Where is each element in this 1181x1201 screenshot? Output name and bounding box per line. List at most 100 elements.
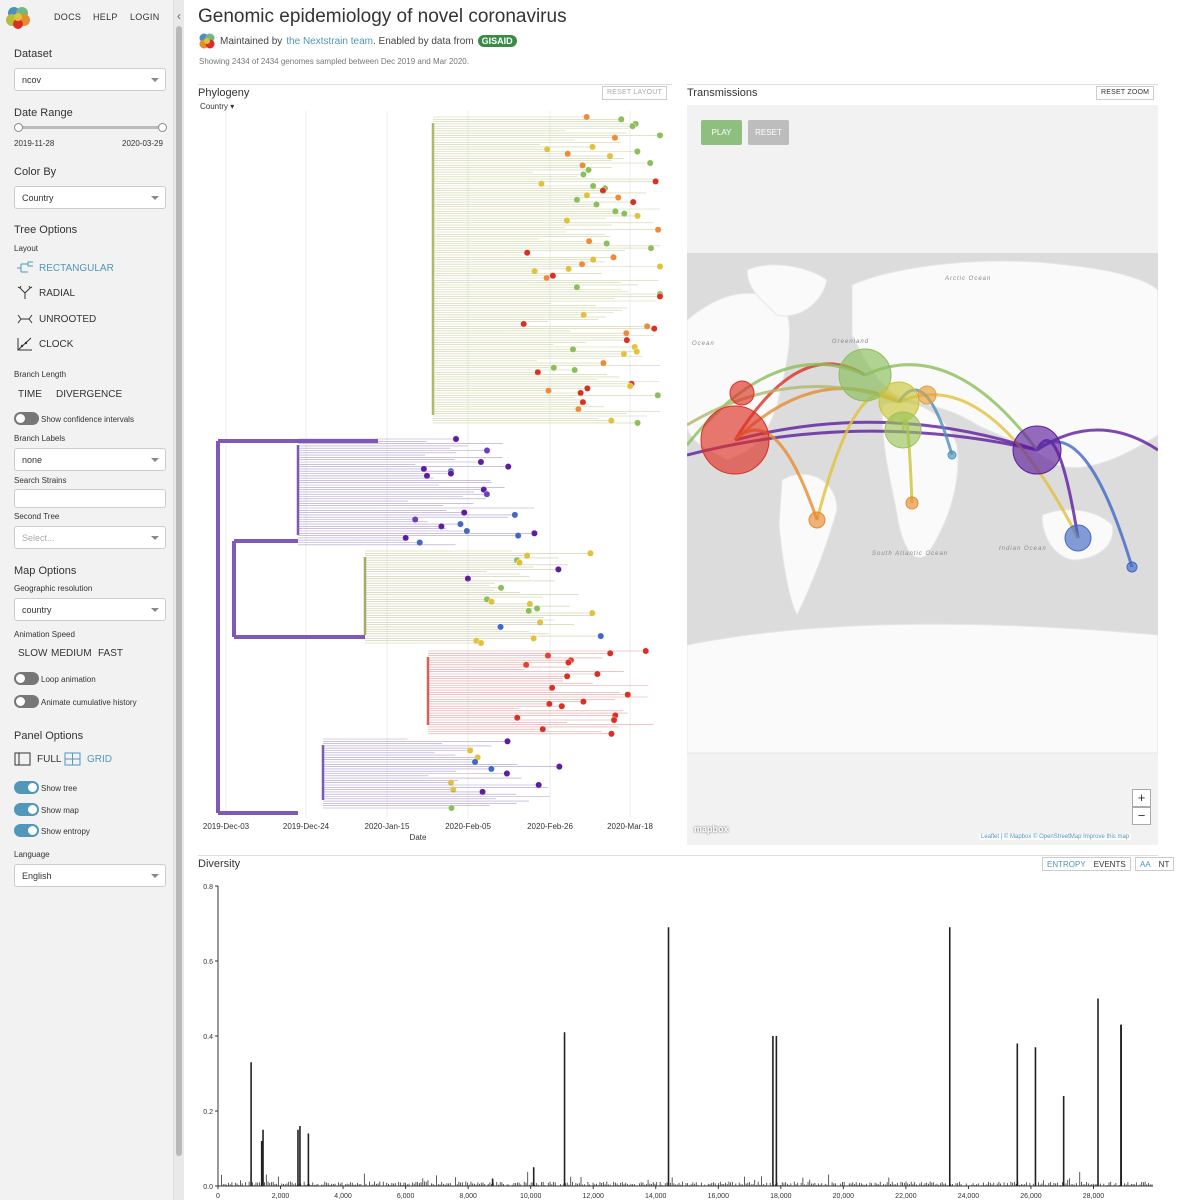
tree-tip[interactable] [543, 145, 551, 153]
location-circle[interactable] [729, 380, 755, 406]
tree-tip[interactable] [569, 345, 577, 353]
zoom-out-button[interactable]: − [1132, 807, 1151, 825]
tree-tip[interactable] [589, 256, 597, 264]
location-circle[interactable] [808, 511, 826, 529]
language-select[interactable]: English [14, 864, 166, 887]
location-circle[interactable] [1012, 425, 1062, 475]
panel-full[interactable]: FULL [14, 752, 61, 766]
tree-tip[interactable] [623, 336, 631, 344]
tree-tip[interactable] [585, 166, 592, 174]
reset-zoom-button[interactable]: RESET ZOOM [1096, 86, 1155, 100]
tree-tip[interactable] [558, 702, 566, 710]
nav-help[interactable]: HELP [93, 12, 118, 22]
tree-tip[interactable] [634, 419, 641, 427]
tree-tip[interactable] [629, 198, 637, 206]
tree-tip[interactable] [629, 122, 636, 130]
loop-toggle[interactable] [14, 672, 39, 685]
tree-tip[interactable] [656, 263, 664, 270]
tree-tip[interactable] [624, 691, 632, 699]
show-tree-toggle[interactable] [14, 781, 39, 794]
location-circle[interactable] [1126, 561, 1138, 573]
tree-tip[interactable] [464, 575, 472, 582]
tree-tip[interactable] [504, 463, 512, 470]
tree-tip[interactable] [573, 283, 581, 291]
tree-tip[interactable] [402, 534, 410, 542]
tree-tip[interactable] [452, 435, 460, 443]
tree-tip[interactable] [483, 447, 491, 454]
tree-tip[interactable] [549, 272, 557, 280]
tree-tip[interactable] [612, 207, 619, 215]
tree-tip[interactable] [548, 684, 556, 692]
tree-tip[interactable] [571, 366, 579, 374]
mapbox-logo[interactable]: mapbox [694, 824, 729, 834]
tree-tip[interactable] [479, 788, 486, 796]
layout-unrooted[interactable]: UNROOTED [16, 312, 96, 326]
tree-tip[interactable] [620, 210, 628, 218]
tree-tip[interactable] [583, 191, 591, 199]
tree-tip[interactable] [656, 132, 664, 139]
tree-tip[interactable] [614, 194, 622, 201]
tree-tip[interactable] [607, 417, 615, 424]
location-circle[interactable] [838, 348, 892, 402]
show-map-toggle[interactable] [14, 803, 39, 816]
search-strains-input[interactable] [14, 489, 166, 508]
tree-tip[interactable] [545, 700, 553, 708]
tree-tip[interactable] [533, 605, 541, 612]
tree-tip[interactable] [563, 672, 571, 680]
location-circle[interactable] [1064, 524, 1092, 552]
tree-tip[interactable] [608, 730, 615, 738]
tree-tip[interactable] [617, 115, 625, 123]
speed-slow[interactable]: SLOW [18, 648, 48, 659]
speed-fast[interactable]: FAST [98, 648, 124, 659]
tree-tip[interactable] [514, 532, 522, 539]
tree-tip[interactable] [539, 725, 547, 733]
tree-tip[interactable] [511, 511, 519, 519]
layout-rectangular[interactable]: RECTANGULAR [16, 261, 114, 275]
tree-tip[interactable] [530, 635, 538, 642]
tree-tip[interactable] [579, 398, 587, 406]
location-circle[interactable] [884, 411, 922, 449]
tree-tip[interactable] [513, 714, 521, 722]
second-tree-select[interactable]: Select... [14, 526, 166, 549]
nav-login[interactable]: LOGIN [130, 12, 160, 22]
play-button[interactable]: PLAY [701, 120, 742, 145]
tree-tip[interactable] [589, 182, 597, 190]
tree-tip[interactable] [516, 559, 523, 566]
tree-tip[interactable] [656, 292, 664, 300]
tree-tip[interactable] [463, 527, 471, 535]
branch-length-time[interactable]: TIME [18, 389, 42, 400]
reset-layout-button[interactable]: RESET LAYOUT [602, 86, 668, 100]
tree-tip[interactable] [531, 267, 538, 275]
nt-button[interactable]: NT [1158, 860, 1170, 869]
tree-tip[interactable] [585, 237, 593, 245]
tree-tip[interactable] [603, 240, 611, 247]
tree-tip[interactable] [460, 509, 468, 516]
tree-tip[interactable] [578, 260, 586, 268]
tree-tip[interactable] [620, 350, 628, 358]
tree-tip[interactable] [555, 763, 563, 770]
tree-tip[interactable] [652, 178, 659, 185]
tree-tip[interactable] [448, 804, 455, 812]
date-range-end-handle[interactable] [158, 123, 167, 132]
branch-length-divergence[interactable]: DIVERGENCE [56, 389, 123, 400]
tree-tip[interactable] [544, 652, 552, 659]
nextstrain-logo[interactable] [5, 4, 31, 30]
location-circle[interactable] [700, 405, 770, 475]
location-circle[interactable] [947, 450, 957, 460]
tree-tip[interactable] [563, 217, 571, 224]
branch-labels-select[interactable]: none [14, 448, 166, 471]
tree-tip[interactable] [565, 659, 572, 666]
entropy-button[interactable]: ENTROPY [1047, 860, 1086, 869]
maintainers-link[interactable]: the Nextstrain team [286, 35, 373, 47]
tree-tip[interactable] [650, 325, 658, 333]
tree-tip[interactable] [647, 244, 655, 252]
tree-tip[interactable] [457, 520, 464, 528]
tree-tip[interactable] [525, 607, 533, 615]
tree-tip[interactable] [423, 472, 431, 480]
layout-radial[interactable]: RADIAL [16, 286, 75, 300]
tree-tip[interactable] [599, 187, 607, 195]
tree-tip[interactable] [654, 226, 662, 234]
tree-tip[interactable] [449, 786, 457, 793]
tree-tip[interactable] [565, 265, 572, 273]
tree-tip[interactable] [574, 405, 582, 413]
